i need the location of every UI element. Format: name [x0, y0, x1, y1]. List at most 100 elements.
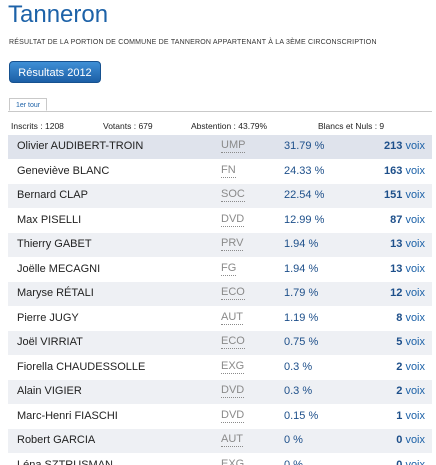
vote-unit-label: voix: [405, 311, 425, 324]
results-table: Olivier AUDIBERT-TROIN UMP 31.79 % 213 voix…: [8, 135, 432, 465]
vote-count: 5 voix: [396, 336, 425, 348]
vote-count: 1 voix: [396, 410, 425, 422]
table-row: Pierre JUGY AUT 1.19 % 8 voix: [8, 307, 432, 331]
table-row: Thierry GABET PRV 1.94 % 13 voix: [8, 233, 432, 258]
candidate-name: Joël VIRRIAT: [17, 336, 83, 348]
vote-count-number: 87: [390, 213, 403, 226]
vote-unit-label: voix: [405, 434, 425, 446]
vote-count-number: 2: [396, 385, 403, 397]
candidate-name: Fiorella CHAUDESSOLLE: [17, 360, 146, 373]
vote-count-number: 213: [384, 140, 403, 152]
page-title: Tanneron: [8, 1, 109, 28]
results-2012-button[interactable]: Résultats 2012: [9, 61, 101, 83]
vote-count: 8 voix: [396, 312, 425, 324]
party-abbreviation[interactable]: EXG: [221, 458, 244, 465]
vote-unit-label: voix: [405, 458, 425, 465]
vote-count-number: 0: [396, 434, 403, 446]
vote-percent: 1.94 %: [284, 262, 319, 275]
vote-count-number: 12: [390, 287, 403, 299]
vote-count: 2 voix: [396, 361, 425, 373]
vote-percent: 22.54 %: [284, 189, 325, 201]
stat-blancs-nuls: Blancs et Nuls : 9: [318, 121, 385, 131]
candidate-name: Joëlle MECAGNI: [17, 262, 101, 275]
vote-percent: 0.75 %: [284, 336, 319, 348]
vote-unit-label: voix: [405, 189, 425, 201]
table-row: Robert GARCIA AUT 0 % 0 voix: [8, 429, 432, 454]
vote-count: 13 voix: [390, 263, 425, 275]
table-row: Max PISELLI DVD 12.99 % 87 voix: [8, 209, 432, 233]
vote-percent: 0 %: [284, 458, 303, 465]
table-row: Geneviève BLANC FN 24.33 % 163 voix: [8, 160, 432, 184]
party-abbreviation[interactable]: UMP: [221, 139, 246, 153]
vote-count-number: 13: [390, 262, 403, 275]
vote-unit-label: voix: [405, 409, 425, 422]
party-abbreviation[interactable]: ECO: [221, 335, 245, 349]
vote-count: 2 voix: [396, 385, 425, 397]
party-abbreviation[interactable]: EXG: [221, 359, 245, 374]
vote-unit-label: voix: [405, 262, 425, 275]
vote-count-number: 8: [396, 311, 403, 324]
candidate-name: Pierre JUGY: [17, 311, 79, 324]
stat-votants: Votants : 679: [103, 121, 153, 131]
vote-unit-label: voix: [405, 213, 425, 226]
vote-percent: 0 %: [284, 434, 303, 446]
page-subtitle: RÉSULTAT DE LA PORTION DE COMMUNE DE TAN…: [9, 39, 377, 46]
vote-unit-label: voix: [405, 140, 425, 152]
table-row: Joël VIRRIAT ECO 0.75 % 5 voix: [8, 331, 432, 356]
vote-count: 0 voix: [396, 434, 425, 446]
vote-count-number: 13: [390, 238, 403, 250]
vote-count: 163 voix: [384, 165, 425, 177]
vote-count: 0 voix: [396, 459, 425, 465]
candidate-name: Maryse RÉTALI: [17, 287, 94, 299]
candidate-name: Robert GARCIA: [17, 434, 96, 446]
vote-count-number: 1: [396, 409, 403, 422]
vote-unit-label: voix: [405, 238, 425, 250]
vote-percent: 1.79 %: [284, 287, 319, 299]
stat-abstention: Abstention : 43.79%: [191, 121, 268, 131]
vote-unit-label: voix: [405, 385, 425, 397]
vote-count: 13 voix: [390, 238, 425, 250]
vote-count: 87 voix: [390, 214, 425, 226]
vote-count: 12 voix: [390, 287, 425, 299]
party-abbreviation[interactable]: SOC: [221, 188, 245, 202]
tab-first-round[interactable]: 1er tour: [9, 98, 47, 111]
vote-count: 151 voix: [384, 189, 425, 201]
candidate-name: Geneviève BLANC: [17, 164, 110, 177]
vote-percent: 0.3 %: [284, 385, 313, 397]
vote-count-number: 5: [396, 336, 403, 348]
table-row: Joëlle MECAGNI FG 1.94 % 13 voix: [8, 258, 432, 282]
vote-unit-label: voix: [405, 336, 425, 348]
table-row: Maryse RÉTALI ECO 1.79 % 12 voix: [8, 282, 432, 307]
table-row: Alain VIGIER DVD 0.3 % 2 voix: [8, 380, 432, 405]
candidate-name: Léna SZTRUSMAN: [17, 458, 113, 465]
candidate-name: Alain VIGIER: [17, 385, 82, 397]
table-row: Bernard CLAP SOC 22.54 % 151 voix: [8, 184, 432, 209]
party-abbreviation[interactable]: DVD: [221, 408, 245, 423]
vote-percent: 0.3 %: [284, 360, 313, 373]
stat-inscrits: Inscrits : 1208: [11, 121, 64, 131]
table-row: Olivier AUDIBERT-TROIN UMP 31.79 % 213 voix: [8, 135, 432, 160]
party-abbreviation[interactable]: FN: [221, 163, 236, 178]
party-abbreviation[interactable]: AUT: [221, 433, 243, 447]
vote-percent: 12.99 %: [284, 213, 325, 226]
vote-count-number: 2: [396, 360, 403, 373]
vote-percent: 31.79 %: [284, 140, 325, 152]
vote-count: 213 voix: [384, 140, 425, 152]
candidate-name: Max PISELLI: [17, 213, 82, 226]
party-abbreviation[interactable]: AUT: [221, 310, 243, 325]
table-row: Marc-Henri FIASCHI DVD 0.15 % 1 voix: [8, 405, 432, 429]
party-abbreviation[interactable]: DVD: [221, 212, 245, 227]
vote-count-number: 163: [384, 164, 403, 177]
candidate-name: Olivier AUDIBERT-TROIN: [17, 140, 144, 152]
vote-percent: 1.19 %: [284, 311, 319, 324]
turnout-stats: Inscrits : 1208 Votants : 679 Abstention…: [11, 121, 431, 133]
party-abbreviation[interactable]: FG: [221, 261, 237, 276]
candidate-name: Thierry GABET: [17, 238, 92, 250]
vote-unit-label: voix: [405, 287, 425, 299]
table-row: Fiorella CHAUDESSOLLE EXG 0.3 % 2 voix: [8, 356, 432, 380]
vote-percent: 24.33 %: [284, 164, 325, 177]
party-abbreviation[interactable]: ECO: [221, 286, 245, 300]
vote-count-number: 0: [396, 458, 403, 465]
party-abbreviation[interactable]: DVD: [221, 384, 245, 398]
party-abbreviation[interactable]: PRV: [221, 237, 244, 251]
